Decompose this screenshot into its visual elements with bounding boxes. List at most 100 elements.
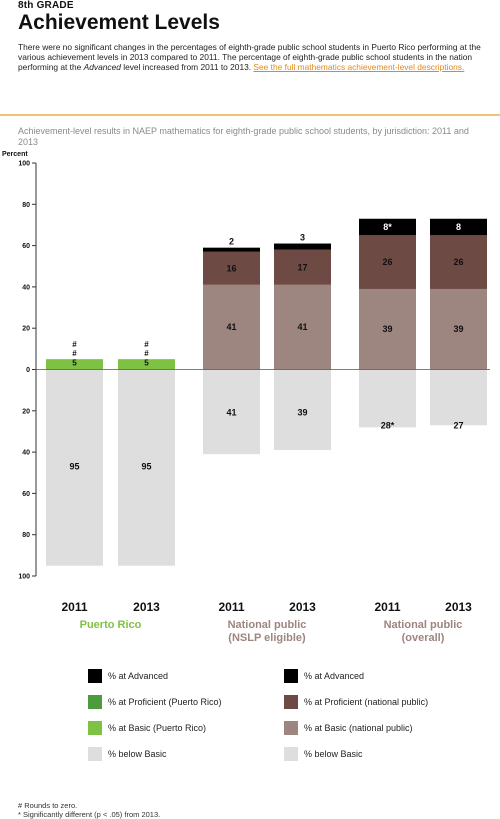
y-tick-label: 100 xyxy=(18,574,30,581)
bar-basic xyxy=(118,359,175,370)
intro-paragraph: There were no significant changes in the… xyxy=(18,42,484,72)
x-year-label: 2013 xyxy=(445,600,472,614)
intro-emphasis: Advanced xyxy=(83,62,121,72)
data-label-below-basic: 27 xyxy=(453,421,463,431)
x-year-label: 2011 xyxy=(218,600,244,614)
data-label-proficient: 17 xyxy=(297,262,307,272)
bar-below-basic xyxy=(430,369,487,426)
data-label-basic: 41 xyxy=(297,322,307,332)
x-year-label: 2011 xyxy=(374,600,400,614)
bar-advanced xyxy=(430,218,487,236)
bar-basic xyxy=(274,284,331,370)
x-year-label: 2013 xyxy=(289,600,316,614)
y-tick-label: 100 xyxy=(18,161,30,168)
legend-label: % at Advanced xyxy=(304,671,365,681)
legend-swatch xyxy=(88,721,102,735)
bar-proficient xyxy=(203,251,260,285)
legend-label: % below Basic xyxy=(108,749,167,759)
y-tick-label: 40 xyxy=(22,450,30,457)
bar-below-basic xyxy=(359,369,416,428)
y-tick-label: 80 xyxy=(22,532,30,539)
legend-item: % below Basic xyxy=(284,747,363,761)
bar-basic xyxy=(430,288,487,370)
y-tick-label: 20 xyxy=(22,326,30,333)
y-tick-label: 80 xyxy=(22,202,30,209)
data-label-below-basic: 39 xyxy=(297,408,307,418)
x-group-label-line2: (NSLP eligible) xyxy=(228,632,306,644)
data-label-advanced: # xyxy=(144,340,149,349)
data-label-proficient: 26 xyxy=(453,257,463,267)
chart-title: Achievement-level results in NAEP mathem… xyxy=(18,126,469,147)
data-label-below-basic: 95 xyxy=(141,462,151,472)
legend-item: % at Proficient (Puerto Rico) xyxy=(88,695,222,709)
intro-text-end: level increased from 2011 to 2013. xyxy=(120,62,254,72)
intro-text-start: There were no significant changes in the… xyxy=(18,42,481,72)
bar-basic xyxy=(46,359,103,370)
legend-swatch xyxy=(284,747,298,761)
x-group-label: National public xyxy=(384,619,463,631)
legend-item: % at Basic (national public) xyxy=(284,721,413,735)
y-tick-label: 20 xyxy=(22,408,30,415)
page-title: Achievement Levels xyxy=(18,11,220,34)
footnote-rounds: # Rounds to zero. xyxy=(18,801,78,810)
data-label-advanced: 8 xyxy=(456,222,461,232)
data-label-basic: 5 xyxy=(72,359,77,368)
x-group-label: Puerto Rico xyxy=(80,619,142,631)
legend-item: % below Basic xyxy=(88,747,167,761)
data-label-advanced: 8* xyxy=(383,222,392,232)
legend-swatch xyxy=(88,747,102,761)
bar-basic xyxy=(359,288,416,370)
x-group-label-line2: (overall) xyxy=(402,632,445,644)
legend-label: % below Basic xyxy=(304,749,363,759)
bar-below-basic xyxy=(46,369,103,566)
y-tick-label: 60 xyxy=(22,243,30,250)
bar-advanced xyxy=(203,247,260,252)
legend-swatch xyxy=(88,669,102,683)
x-year-label: 2011 xyxy=(61,600,87,614)
y-tick-label: 0 xyxy=(26,367,30,374)
legend-item: % at Advanced xyxy=(88,669,168,683)
legend-swatch xyxy=(284,721,298,735)
legend-item: % at Advanced xyxy=(284,669,364,683)
legend-swatch xyxy=(284,695,298,709)
data-label-proficient: 16 xyxy=(226,263,236,273)
footnotes: # Rounds to zero. * Significantly differ… xyxy=(18,801,160,819)
bar-proficient xyxy=(274,249,331,285)
data-label-basic: 39 xyxy=(382,324,392,334)
bar-advanced xyxy=(359,218,416,236)
data-label-basic: 39 xyxy=(453,324,463,334)
legend-label: % at Proficient (Puerto Rico) xyxy=(108,697,222,707)
data-label-proficient: # xyxy=(144,349,149,358)
bar-proficient xyxy=(359,235,416,289)
section-divider xyxy=(0,114,500,116)
bar-proficient xyxy=(430,235,487,289)
bar-below-basic xyxy=(118,369,175,566)
grade-label: 8th GRADE xyxy=(18,0,74,11)
bar-below-basic xyxy=(203,369,260,455)
legend-label: % at Proficient (national public) xyxy=(304,697,429,707)
legend-label: % at Basic (national public) xyxy=(304,723,413,733)
data-label-below-basic: 95 xyxy=(69,462,79,472)
legend-swatch xyxy=(284,669,298,683)
legend-swatch xyxy=(88,695,102,709)
legend-item: % at Basic (Puerto Rico) xyxy=(88,721,206,735)
x-group-label: National public xyxy=(228,619,307,631)
data-label-advanced: # xyxy=(72,340,77,349)
legend-item: % at Proficient (national public) xyxy=(284,695,428,709)
data-label-below-basic: 28* xyxy=(381,421,395,431)
footnote-significance: * Significantly different (p < .05) from… xyxy=(18,810,161,819)
data-label-basic: 41 xyxy=(226,322,236,332)
data-label-basic: 5 xyxy=(144,359,149,368)
y-tick-label: 40 xyxy=(22,284,30,291)
bar-below-basic xyxy=(274,369,331,451)
legend-label: % at Advanced xyxy=(108,671,169,681)
bar-basic xyxy=(203,284,260,370)
data-label-proficient: 26 xyxy=(382,257,392,267)
data-label-below-basic: 41 xyxy=(226,408,236,418)
achievement-descriptions-link[interactable]: See the full mathematics achievement-lev… xyxy=(253,62,465,72)
y-tick-label: 60 xyxy=(22,491,30,498)
x-year-label: 2013 xyxy=(133,600,160,614)
data-label-proficient: # xyxy=(72,349,77,358)
y-axis-label: Percent xyxy=(2,151,28,158)
